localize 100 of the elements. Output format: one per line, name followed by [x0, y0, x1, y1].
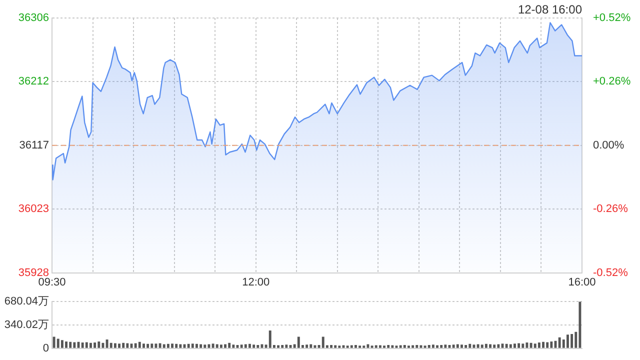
bar: [187, 344, 190, 348]
bar: [558, 337, 561, 348]
y-tick-label: 35928: [18, 266, 49, 279]
bar: [428, 344, 430, 348]
bar: [102, 342, 104, 348]
bar: [154, 344, 158, 348]
bar: [542, 342, 544, 348]
bar: [444, 344, 447, 348]
bar: [146, 344, 150, 348]
bar: [538, 342, 540, 348]
bar: [179, 344, 182, 348]
y2-tick-label: +0.26%: [593, 76, 631, 88]
bar: [476, 344, 480, 348]
bar: [416, 344, 418, 348]
bar: [166, 344, 170, 348]
bar: [118, 344, 120, 348]
bar: [256, 344, 260, 348]
bar: [126, 343, 129, 348]
bar: [550, 342, 553, 348]
bar: [310, 344, 312, 348]
bar: [489, 344, 492, 348]
bar: [285, 344, 288, 348]
bar: [248, 344, 251, 348]
bar: [268, 330, 272, 348]
bar: [468, 344, 472, 348]
x-tick-label: 12:00: [242, 276, 270, 288]
bar: [240, 344, 243, 348]
bar: [60, 340, 64, 348]
y-tick-label: 36117: [19, 139, 49, 152]
bar: [522, 344, 524, 348]
bar: [216, 344, 218, 348]
bar: [505, 344, 508, 348]
bar: [232, 344, 235, 348]
bar: [322, 336, 324, 348]
bar: [412, 345, 414, 348]
bar: [314, 345, 316, 348]
bar: [484, 344, 488, 348]
bar: [224, 344, 226, 348]
bar: [175, 344, 178, 348]
bar: [85, 342, 88, 348]
bar: [570, 334, 574, 348]
bar: [122, 342, 125, 348]
bar: [509, 344, 512, 348]
bar: [436, 345, 438, 348]
y2-tick-label: +0.52%: [593, 12, 631, 24]
bar: [228, 342, 231, 348]
bar: [200, 344, 202, 348]
bar: [277, 345, 280, 348]
bar: [142, 344, 145, 348]
bar: [391, 345, 394, 348]
bar: [81, 342, 84, 348]
bar: [493, 344, 496, 348]
bar: [134, 343, 137, 348]
y-tick-label: 36023: [18, 202, 49, 215]
bar: [150, 344, 154, 348]
bar: [472, 344, 476, 348]
bar: [456, 344, 459, 348]
bar: [196, 344, 198, 348]
bar: [52, 336, 56, 348]
bar: [90, 342, 92, 348]
bar: [399, 345, 402, 348]
y-tick-label: 36212: [18, 75, 49, 88]
bar: [114, 343, 116, 348]
bar: [208, 344, 210, 348]
bar: [432, 344, 434, 348]
bar: [212, 344, 214, 348]
bar: [297, 336, 300, 348]
bar: [354, 344, 357, 348]
bar: [403, 344, 406, 348]
bar: [158, 343, 162, 348]
bar: [464, 344, 468, 348]
bar: [204, 344, 206, 348]
bar: [56, 338, 60, 348]
bar: [374, 345, 378, 348]
bar: [566, 334, 569, 348]
bar: [530, 342, 532, 348]
bar: [387, 344, 390, 348]
bar: [526, 342, 528, 348]
bar: [452, 344, 455, 348]
bar: [420, 345, 422, 348]
y2-tick-label: -0.26%: [593, 203, 628, 216]
bar: [106, 339, 108, 348]
bar: [497, 344, 500, 348]
bar: [306, 344, 308, 348]
bar: [440, 344, 443, 348]
bar: [110, 342, 112, 348]
y2-tick-label: 0.00%: [593, 139, 624, 152]
y-tick-label: 0: [42, 342, 49, 354]
y-tick-label: 340.02万: [4, 319, 49, 332]
bar: [65, 342, 68, 348]
bar: [514, 344, 516, 348]
y-tick-label: 36306: [18, 12, 49, 24]
bar: [460, 344, 463, 348]
bar: [69, 342, 72, 348]
bar: [534, 344, 536, 348]
bar: [281, 344, 284, 348]
bar: [162, 344, 166, 348]
bar: [260, 344, 264, 348]
bar: [171, 344, 174, 348]
bar: [480, 344, 484, 348]
